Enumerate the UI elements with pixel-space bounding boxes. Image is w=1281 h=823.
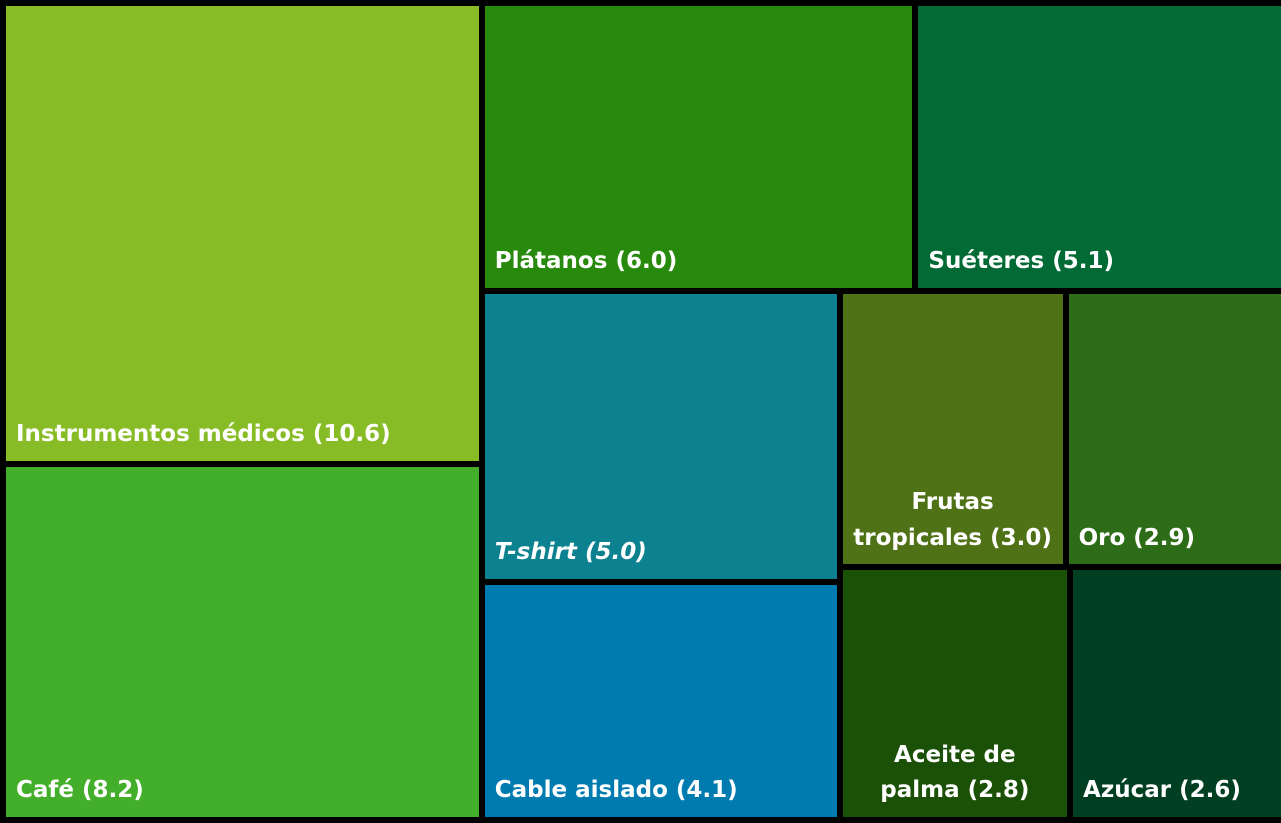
tile-label: Cable aislado (4.1) (495, 773, 827, 809)
tile-label: Aceite de palma (2.8) (853, 738, 1057, 809)
treemap-tile: T-shirt (5.0) (484, 293, 837, 579)
value-label: (3.0) (990, 524, 1052, 551)
category-label: T-shirt (494, 538, 577, 565)
value-label: (5.1) (1052, 248, 1114, 275)
category-label: Aceite de palma (880, 741, 1016, 804)
tile-label: Instrumentos médicos (10.6) (16, 417, 469, 453)
tile-label: Plátanos (6.0) (495, 244, 903, 280)
value-label: (2.9) (1133, 524, 1196, 551)
treemap-tile: Plátanos (6.0) (484, 6, 913, 288)
value-label: (10.6) (312, 421, 391, 447)
category-label: Oro (1078, 524, 1126, 551)
tile-label: Suéteres (5.1) (928, 244, 1271, 280)
treemap-tile: Instrumentos médicos (10.6) (6, 6, 479, 461)
treemap-tile: Oro (2.9) (1068, 293, 1281, 565)
value-label: (8.2) (82, 777, 144, 804)
category-label: Frutas tropicales (853, 488, 994, 551)
category-label: Azúcar (1083, 777, 1172, 804)
treemap-tile: Café (8.2) (6, 466, 479, 817)
category-label: Instrumentos médicos (16, 421, 305, 447)
category-label: Suéteres (928, 248, 1045, 275)
treemap-tile: Aceite de palma (2.8) (842, 570, 1068, 817)
tile-label: Oro (2.9) (1079, 521, 1271, 557)
treemap-tile: Cable aislado (4.1) (484, 584, 837, 817)
category-label: Cable aislado (494, 777, 668, 804)
tile-label: Frutas tropicales (3.0) (853, 485, 1053, 556)
value-label: (5.0) (584, 538, 647, 565)
value-label: (6.0) (615, 248, 678, 275)
value-label: (2.6) (1179, 777, 1241, 804)
category-label: Plátanos (494, 248, 608, 275)
value-label: (2.8) (967, 777, 1030, 804)
tile-label: Azúcar (2.6) (1083, 773, 1271, 809)
value-label: (4.1) (675, 777, 738, 804)
treemap-tile: Suéteres (5.1) (918, 6, 1281, 288)
category-label: Café (16, 777, 75, 804)
treemap-tile: Frutas tropicales (3.0) (842, 293, 1063, 565)
treemap-tile: Azúcar (2.6) (1073, 570, 1281, 817)
tile-label: Café (8.2) (16, 773, 469, 809)
tile-label: T-shirt (5.0) (495, 535, 827, 571)
